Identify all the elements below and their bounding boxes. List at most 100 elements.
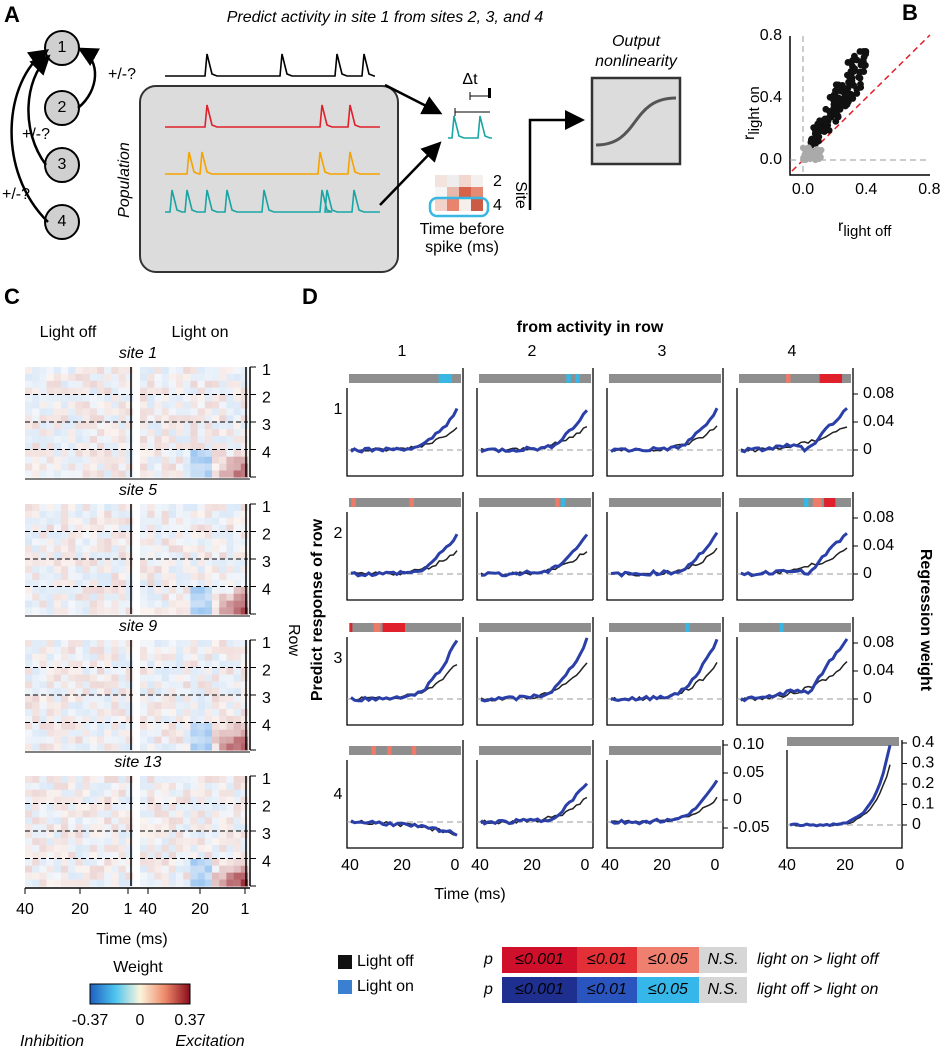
heat-cell: [161, 456, 169, 464]
heat-cell: [140, 408, 148, 416]
heat-cell: [53, 851, 62, 859]
heat-cell: [89, 776, 98, 784]
heat-cell: [53, 573, 62, 581]
heat-cell: [25, 524, 33, 532]
scatter-dot: [821, 115, 829, 123]
heat-cell: [53, 552, 62, 560]
heat-cell: [226, 531, 234, 539]
heat-cell: [104, 743, 112, 751]
heat-cell: [68, 879, 76, 887]
heat-cell: [219, 824, 227, 832]
heat-cell: [219, 722, 227, 730]
heat-cell: [39, 709, 47, 717]
heat-cell: [89, 600, 98, 608]
edge-label: +/-?: [108, 66, 136, 83]
heat-cell: [111, 607, 119, 615]
heat-cell: [97, 729, 105, 737]
heat-cell: [32, 831, 40, 839]
significance-mark: [803, 498, 809, 507]
heat-cell: [118, 695, 126, 703]
heat-cell: [168, 688, 177, 696]
heat-cell: [39, 463, 47, 471]
heat-cell: [197, 504, 205, 512]
heat-cell: [176, 872, 184, 880]
heat-cell: [212, 524, 220, 532]
heat-cell: [240, 415, 249, 423]
heat-cell: [140, 872, 148, 880]
heat-cell: [176, 470, 184, 478]
heat-cell: [118, 600, 126, 608]
heat-cell: [233, 640, 241, 648]
heat-cell: [190, 789, 198, 797]
colorbar-tick: -0.37: [72, 1012, 109, 1029]
heat-cell: [140, 545, 148, 553]
heat-cell: [240, 817, 249, 825]
heat-cell: [75, 517, 83, 525]
heat-cell: [89, 851, 98, 859]
heat-cell: [125, 387, 134, 395]
heat-cell: [183, 681, 191, 689]
heat-cell: [82, 858, 90, 866]
heat-cell: [204, 782, 213, 790]
node-label: 3: [58, 156, 67, 173]
heat-cell: [97, 796, 105, 804]
heat-cell: [118, 824, 126, 832]
heat-cell: [68, 422, 76, 430]
heat-cell: [61, 879, 69, 887]
heat-cell: [140, 531, 148, 539]
heat-cell: [25, 872, 33, 880]
heat-cell: [89, 504, 98, 512]
heat-cell: [212, 865, 220, 873]
heat-cell: [240, 387, 249, 395]
heat-cell: [89, 415, 98, 423]
heat-cell: [53, 586, 62, 594]
heat-cell: [204, 824, 213, 832]
heat-cell: [61, 810, 69, 818]
heat-cell: [176, 436, 184, 444]
heat-cell: [53, 660, 62, 668]
heat-cell: [212, 845, 220, 853]
heat-cell: [53, 559, 62, 567]
heat-cell: [61, 695, 69, 703]
trace: [480, 409, 589, 454]
heat-cell: [39, 422, 47, 430]
output-label: nonlinearity: [595, 53, 678, 70]
heat-cell: [204, 545, 213, 553]
heat-cell: [161, 810, 169, 818]
scatter-dot: [844, 84, 852, 92]
heat-cell: [118, 851, 126, 859]
heat-cell: [125, 810, 134, 818]
heat-cell: [82, 600, 90, 608]
heat-cell: [125, 736, 134, 744]
heat-cell: [204, 695, 213, 703]
heat-cell: [53, 810, 62, 818]
heat-cell: [161, 776, 169, 784]
heat-cell: [104, 715, 112, 723]
heat-cell: [68, 640, 76, 648]
heat-cell: [111, 593, 119, 601]
heat-cell: [82, 456, 90, 464]
x-tick-label: 20: [393, 857, 411, 874]
heat-cell: [32, 743, 40, 751]
heat-cell: [32, 709, 40, 717]
heat-cell: [240, 640, 249, 648]
heat-cell: [233, 858, 241, 866]
heat-cell: [240, 872, 249, 880]
heat-cell: [89, 736, 98, 744]
heat-cell: [25, 415, 33, 423]
heat-cell: [46, 824, 54, 832]
heat-cell: [75, 702, 83, 710]
heat-cell: [154, 782, 162, 790]
heat-cell: [61, 729, 69, 737]
heat-cell: [46, 722, 54, 730]
heat-cell: [39, 538, 47, 546]
heat-cell: [125, 845, 134, 853]
heat-cell: [25, 552, 33, 560]
heat-cell: [125, 646, 134, 654]
heat-cell: [140, 470, 148, 478]
row-number: 2: [334, 525, 343, 542]
heat-cell: [46, 504, 54, 512]
heat-cell: [97, 817, 105, 825]
heat-cell: [82, 817, 90, 825]
heat-cell: [240, 367, 249, 375]
